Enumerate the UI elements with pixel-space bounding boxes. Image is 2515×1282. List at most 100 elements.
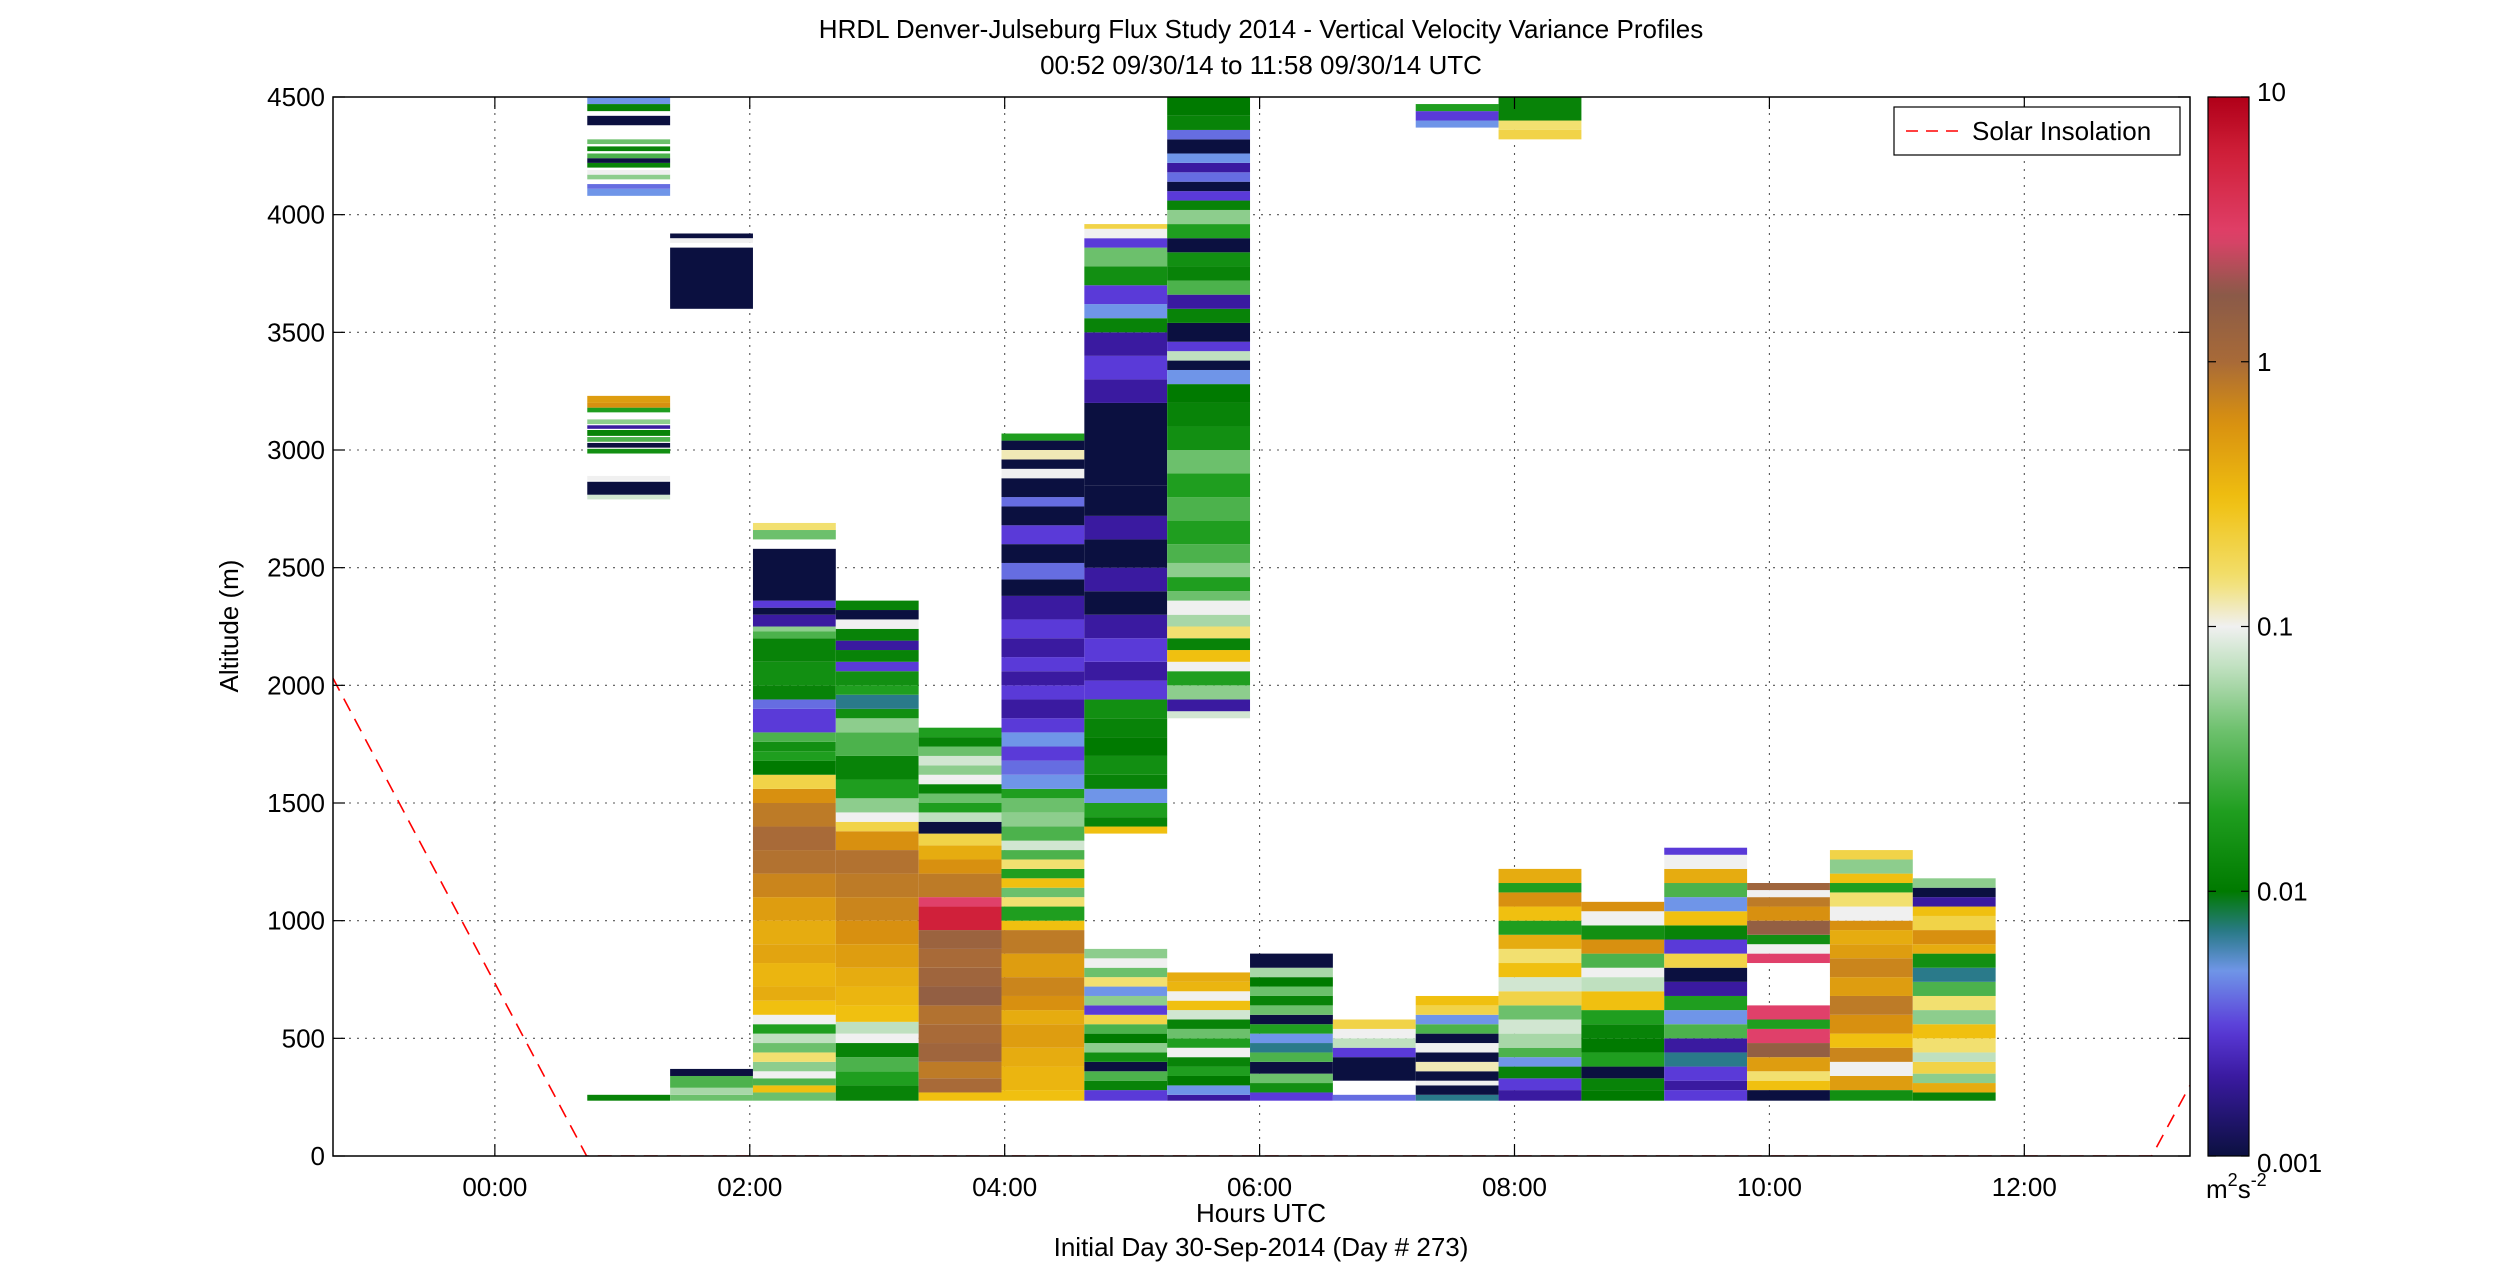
profile-cell [752,732,836,742]
profile-cell [587,475,671,481]
profile-cell [1498,1057,1582,1067]
profile-cell [587,174,671,180]
profile-cell [752,1078,836,1086]
profile-cell [1001,506,1085,526]
profile-cell [1084,826,1168,834]
profile-cell [1498,868,1582,884]
profile-cell [587,153,671,159]
profile-cell [752,920,836,945]
profile-cell [1498,1066,1582,1079]
profile-cell [1747,1071,1830,1081]
profile-cell [835,619,919,629]
profile-cell [835,944,919,968]
profile-cell [1250,1092,1333,1101]
profile-cell [1084,247,1168,267]
profile-cell [1084,1014,1168,1025]
profile-cell [918,746,1002,756]
profile-cell [1581,977,1665,992]
profile-cell [835,967,919,987]
y-tick-label: 3000 [267,435,325,465]
profile-cell [1415,120,1499,128]
profile-cell [1664,953,1748,968]
profile-cell [1415,1014,1499,1025]
colorbar-tick-label: 10 [2257,77,2286,107]
profile-cell [752,760,836,775]
profile-cell [918,821,1002,834]
profile-cell [1498,934,1582,949]
profile-cell [1001,579,1085,596]
profile-cell [1167,341,1251,352]
profile-cell [1001,840,1085,851]
profile-column [1250,953,1333,1101]
profile-cell [1250,1043,1333,1053]
profile-cell [1084,285,1168,305]
profile-cell [1001,459,1085,469]
profile-cell [1167,252,1251,267]
profile-cell [1084,986,1168,996]
profile-cell [1084,737,1168,756]
profile-cell [752,826,836,851]
profile-cell [587,104,671,112]
profile-cell [1167,360,1251,370]
profile-cell [835,1021,919,1034]
profile-cell [1332,1047,1416,1058]
profile-cell [1829,892,1913,907]
profile-cell [835,755,919,780]
profile-cell [1001,440,1085,450]
profile-cell [587,437,671,442]
profile-cell [1167,280,1251,295]
profile-cell [835,821,919,832]
profile-cell [835,1071,919,1086]
profile-cell [1581,1038,1665,1053]
profile-cell [1332,1019,1416,1029]
profile-cell [587,184,671,189]
profile-cell [835,779,919,799]
profile-cell [1664,883,1748,898]
profile-cell [918,774,1002,785]
profile-cell [918,897,1002,907]
profile-cell [1664,939,1748,954]
profile-cell [1747,890,1830,898]
profile-cell [1415,1085,1499,1095]
profile-cell [587,97,671,105]
profile-cell [1415,1080,1499,1086]
profile-column [1912,878,1996,1101]
profile-cell [918,967,1002,987]
profile-cell [1415,111,1499,121]
profile-cell [1167,1047,1251,1058]
profile-cell [752,626,836,632]
profile-cell [587,188,671,196]
profile-cell [1250,1073,1333,1084]
profile-cell [835,1057,919,1072]
profile-cell [1498,97,1582,121]
profile-cell [835,1033,919,1044]
profile-cell [1829,1090,1913,1101]
profile-cell [835,986,919,1006]
profile-cell [1581,967,1665,978]
profile-cell [1167,591,1251,601]
profile-cell [1747,883,1830,891]
profile-cell [1829,906,1913,921]
profile-cell [1664,1024,1748,1039]
profile-cell [587,448,671,454]
profile-cell [587,395,671,403]
profile-cell [1084,266,1168,286]
profile-cell [918,737,1002,747]
profile-cell [1912,897,1996,907]
legend-box [1893,106,2181,156]
profile-cell [1084,485,1168,516]
profile-cell [1332,1028,1416,1039]
profile-cell [918,793,1002,803]
profile-cell [918,833,1002,846]
profile-cell [1001,1066,1085,1091]
x-axis-sublabel: Initial Day 30-Sep-2014 (Day # 273) [1054,1232,1469,1262]
profile-cell [1001,760,1085,775]
profile-cell [752,850,836,874]
y-tick-label: 2500 [267,553,325,583]
profile-cell [918,1078,1002,1093]
profile-cell [1167,1094,1251,1101]
profile-cell [1332,1057,1416,1081]
profile-cell [752,897,836,921]
profile-cell [1084,995,1168,1006]
colorbar-unit-exp1: 2 [2228,1170,2238,1190]
